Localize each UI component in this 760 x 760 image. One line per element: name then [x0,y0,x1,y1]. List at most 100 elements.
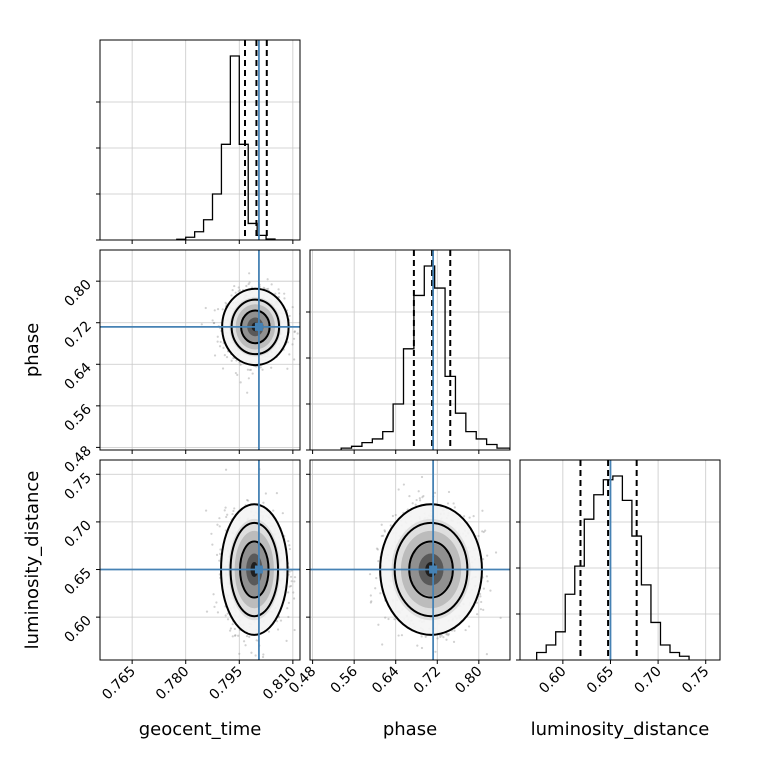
panel-content [340,250,510,450]
sample-point [266,278,269,281]
sample-point [377,623,380,626]
sample-point [464,628,467,632]
panel-frame [99,459,301,661]
sample-point [293,597,296,600]
sample-point [223,354,226,357]
sample-point [411,502,414,505]
sample-point [277,296,281,299]
sample-point [421,496,424,499]
sample-point [380,534,383,538]
sample-point [219,552,222,556]
sample-point [233,284,236,288]
sample-point [283,297,286,300]
sample-point [289,575,293,578]
x-tick-label: 0.70 [632,664,665,697]
sample-point [233,627,236,631]
sample-point [288,544,291,547]
sample-point [447,490,451,494]
sample-point [434,650,437,653]
sample-point [292,337,296,340]
sample-point [277,616,281,619]
sample-point [233,634,237,637]
sample-point [248,272,251,275]
y-tick-label: 0.48 [61,443,94,476]
sample-point [246,391,249,394]
sample-point [453,506,456,509]
sample-point [293,330,296,333]
sample-point [479,595,482,598]
sample-point [414,503,417,506]
sample-point [285,639,288,642]
sample-point [293,628,296,632]
sample-point [472,515,475,518]
sample-point [424,635,427,638]
sample-point [287,615,290,619]
sample-point [216,523,219,526]
sample-point [489,589,492,592]
sample-point [420,646,424,650]
truth-marker [429,565,438,574]
sample-point [218,345,222,348]
sample-point [225,356,229,359]
sample-point [218,559,221,562]
histogram-phase [340,265,510,450]
sample-point [270,366,273,369]
sample-point [281,512,284,515]
sample-point [213,605,216,608]
sample-point [446,502,450,505]
sample-point [231,289,234,292]
sample-point [213,321,216,325]
sample-point [224,614,227,617]
sample-point [447,634,450,637]
sample-point [445,638,448,641]
panel-frame [309,249,511,451]
sample-point [389,524,392,527]
sample-point [416,644,419,647]
sample-point [383,530,387,533]
hist-panel-luminosity_distance: 0.60 0.65 0.70 0.75 [516,459,721,697]
sample-point [276,620,279,623]
sample-point [380,523,383,526]
sample-point [486,580,489,583]
sample-point [447,632,450,636]
sample-point [482,587,485,590]
sample-point [215,553,219,556]
sample-point [436,637,439,640]
sample-point [261,368,264,371]
scatter-panel-geocent_time-vs-phase: 0.48 0.56 0.64 0.72 0.80 [61,249,301,476]
x-axis-label-geocent_time: geocent_time [139,719,262,740]
panel-content [310,460,510,660]
sample-point [288,353,291,356]
sample-point [382,534,385,537]
sample-point [246,499,250,502]
sample-point [228,629,232,632]
sample-point [237,290,240,293]
y-tick-label: 0.64 [61,360,94,393]
sample-point [292,591,295,594]
sample-point [234,371,237,375]
sample-point [248,281,251,284]
sample-point [476,613,479,616]
sample-point [290,580,293,583]
sample-point [267,630,271,633]
x-tick-label: 0.56 [328,663,361,696]
sample-point [445,633,448,636]
sample-point [287,540,290,543]
sample-point [219,548,222,551]
x-axis-label-luminosity_distance: luminosity_distance [531,719,710,740]
y-tick-label: 0.75 [61,470,94,503]
sample-point [216,611,220,614]
sample-point [377,560,380,563]
sample-point [452,502,455,505]
sample-point [415,498,418,502]
sample-point [418,497,421,500]
y-tick-label: 0.70 [61,517,94,550]
sample-point [262,286,265,289]
sample-point [387,617,390,621]
sample-point [484,529,487,532]
sample-point [200,323,203,326]
sample-point [262,501,265,504]
panel-content [536,460,690,660]
y-tick-label: 0.60 [61,613,94,646]
